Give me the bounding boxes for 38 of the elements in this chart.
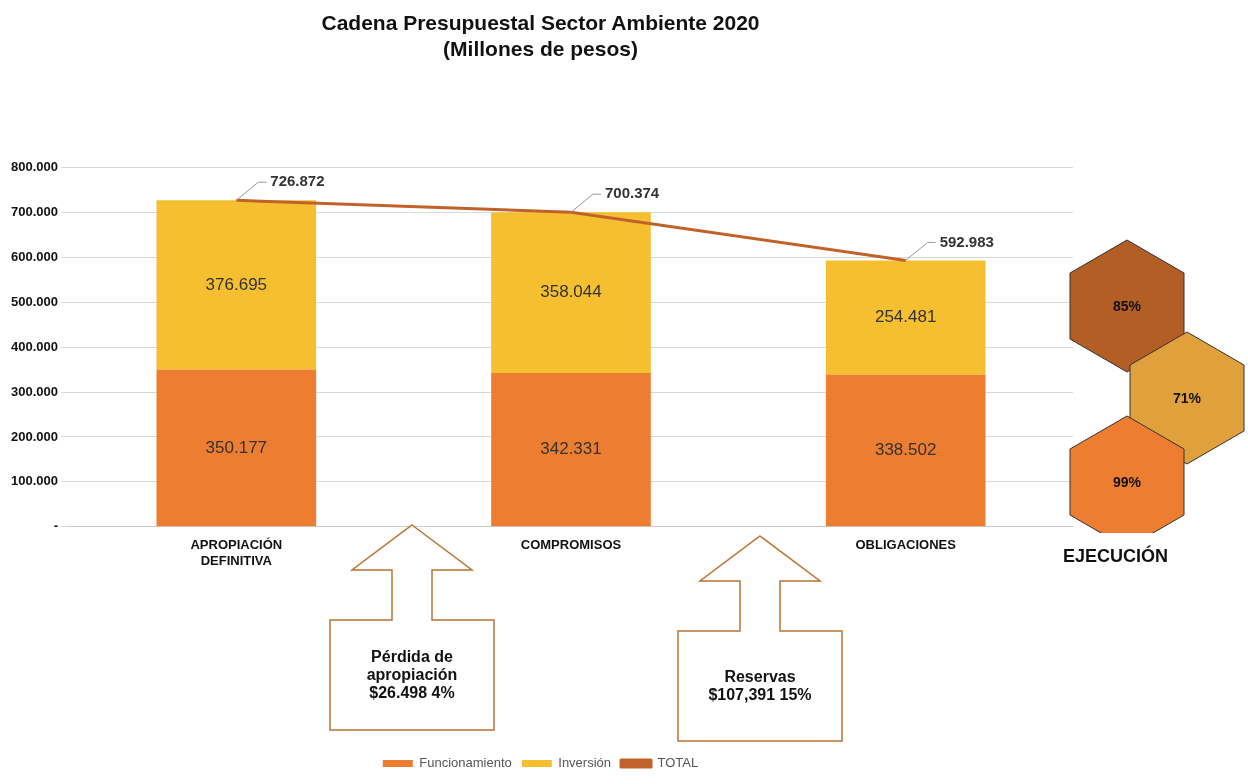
legend-label: Inversión — [558, 755, 612, 771]
text: Pérdida de apropiación $26.498 4% — [365, 647, 459, 703]
bar — [491, 373, 651, 527]
text: 71% — [1172, 390, 1202, 406]
legend-label: TOTAL — [657, 755, 699, 771]
data-label: 700.374 — [605, 184, 660, 202]
bar — [156, 369, 317, 527]
data-label: 358.044 — [540, 282, 602, 302]
text: EJECUCIÓN — [1063, 546, 1169, 567]
data-label: 350.177 — [205, 437, 268, 457]
bar — [825, 260, 986, 375]
legend-label: Funcionamiento — [419, 755, 512, 771]
bar — [156, 200, 317, 370]
y-tick-label: 300.000 — [10, 383, 58, 399]
x-tick-label: OBLIGACIONES — [855, 537, 957, 553]
data-label: 592.983 — [939, 232, 994, 250]
chart-subtitle: (Millones de pesos) — [443, 36, 638, 60]
bar — [825, 374, 986, 527]
x-tick-label: APROPIACIÓN DEFINITIVA — [190, 537, 283, 568]
y-tick-label: 200.000 — [10, 428, 58, 444]
data-label: 254.481 — [874, 307, 937, 327]
data-label: 376.695 — [205, 274, 268, 294]
y-tick-label: 500.000 — [10, 293, 58, 309]
bar — [491, 212, 651, 374]
y-tick-label: 100.000 — [10, 473, 58, 489]
data-label: 338.502 — [874, 440, 937, 460]
chart-title: Cadena Presupuestal Sector Ambiente 2020 — [321, 11, 760, 35]
y-tick-label: 800.000 — [10, 158, 58, 174]
text: 99% — [1112, 474, 1142, 490]
y-tick-label: 700.000 — [10, 203, 58, 219]
text: Reservas $107,391 15% — [707, 667, 813, 705]
x-tick-label: COMPROMISOS — [520, 537, 622, 553]
text: 85% — [1112, 298, 1142, 314]
y-tick-label: - — [53, 518, 58, 534]
data-label: 342.331 — [540, 439, 602, 459]
y-tick-label: 400.000 — [10, 338, 58, 354]
data-label: 726.872 — [270, 172, 325, 190]
y-tick-label: 600.000 — [10, 248, 58, 264]
